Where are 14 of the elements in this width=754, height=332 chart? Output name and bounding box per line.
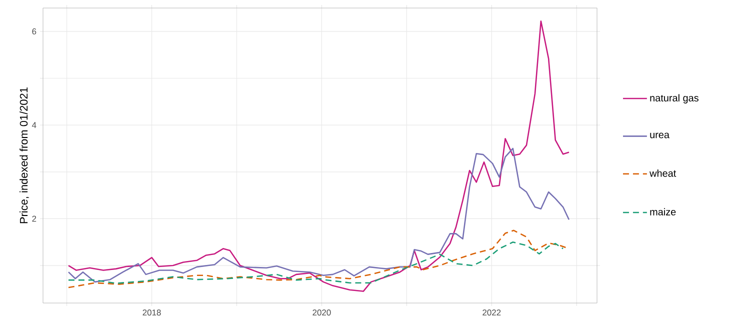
legend-label: wheat bbox=[650, 170, 676, 177]
legend-label: natural gas bbox=[650, 94, 698, 104]
x-tick-label: 2018 bbox=[142, 310, 161, 316]
legend-label: maize bbox=[650, 208, 676, 216]
legend-label: urea bbox=[650, 132, 670, 138]
y-tick-label: 4 bbox=[32, 122, 36, 128]
y-axis-title: Price, indexed from 01/2021 bbox=[20, 88, 29, 224]
line-series bbox=[68, 148, 570, 283]
line-series bbox=[68, 20, 570, 292]
line-series bbox=[68, 241, 564, 284]
y-tick-label: 6 bbox=[32, 28, 36, 34]
x-tick-label: 2020 bbox=[312, 310, 331, 316]
x-tick-label: 2022 bbox=[482, 310, 501, 316]
y-tick-label: 2 bbox=[32, 216, 36, 222]
